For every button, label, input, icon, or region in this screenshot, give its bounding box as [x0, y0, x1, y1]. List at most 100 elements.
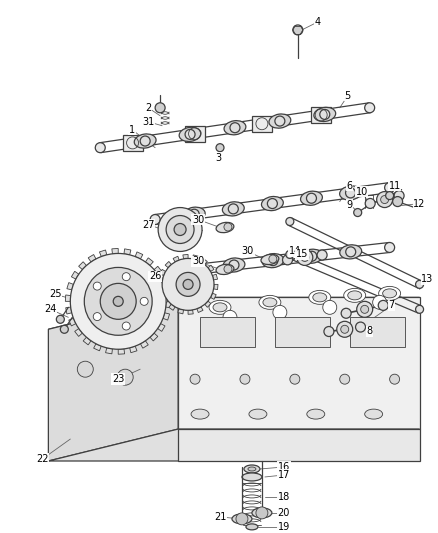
Circle shape: [256, 507, 268, 519]
Circle shape: [113, 296, 123, 306]
Ellipse shape: [224, 120, 246, 135]
Polygon shape: [141, 341, 148, 348]
Text: 27: 27: [142, 220, 155, 230]
Polygon shape: [161, 277, 168, 285]
Text: 17: 17: [278, 470, 290, 480]
Text: 8: 8: [367, 326, 373, 336]
Circle shape: [301, 254, 309, 261]
Polygon shape: [124, 249, 131, 255]
Circle shape: [378, 301, 388, 310]
Ellipse shape: [339, 186, 361, 200]
Text: 31: 31: [142, 117, 154, 127]
Circle shape: [373, 295, 387, 309]
Text: 21: 21: [214, 512, 226, 522]
Circle shape: [290, 374, 300, 384]
Ellipse shape: [223, 258, 245, 272]
Ellipse shape: [379, 286, 401, 301]
Polygon shape: [188, 310, 193, 314]
Circle shape: [337, 321, 353, 337]
Polygon shape: [214, 285, 218, 289]
Polygon shape: [69, 318, 76, 326]
Ellipse shape: [286, 217, 294, 225]
Circle shape: [381, 196, 389, 204]
Polygon shape: [65, 295, 71, 301]
Polygon shape: [184, 126, 205, 142]
Circle shape: [320, 109, 330, 119]
Circle shape: [275, 116, 285, 126]
Ellipse shape: [209, 301, 231, 314]
Circle shape: [357, 301, 373, 317]
Polygon shape: [350, 317, 405, 347]
Text: 13: 13: [421, 274, 434, 285]
Circle shape: [267, 199, 277, 208]
Ellipse shape: [223, 202, 244, 216]
Circle shape: [228, 204, 238, 214]
Text: 1: 1: [129, 125, 135, 135]
Circle shape: [385, 191, 394, 199]
Circle shape: [71, 254, 166, 349]
Polygon shape: [48, 297, 420, 329]
Text: 15: 15: [296, 249, 308, 260]
Circle shape: [365, 198, 375, 208]
Ellipse shape: [416, 280, 424, 288]
Ellipse shape: [246, 524, 258, 530]
Polygon shape: [83, 337, 91, 345]
Circle shape: [394, 191, 404, 201]
Circle shape: [236, 513, 248, 525]
Polygon shape: [311, 107, 331, 123]
Text: 7: 7: [389, 300, 395, 310]
Polygon shape: [200, 317, 255, 347]
Polygon shape: [252, 116, 272, 132]
Ellipse shape: [249, 409, 267, 419]
Circle shape: [216, 144, 224, 152]
Polygon shape: [123, 135, 142, 151]
Circle shape: [341, 325, 349, 333]
Polygon shape: [178, 309, 184, 314]
Polygon shape: [162, 297, 168, 304]
Polygon shape: [135, 252, 143, 259]
Ellipse shape: [416, 305, 424, 313]
Polygon shape: [71, 271, 79, 279]
Ellipse shape: [344, 288, 366, 302]
Text: 18: 18: [278, 492, 290, 502]
Ellipse shape: [313, 293, 327, 302]
Polygon shape: [165, 289, 171, 296]
Ellipse shape: [385, 183, 395, 192]
Polygon shape: [150, 333, 158, 341]
Ellipse shape: [261, 254, 279, 264]
Text: 12: 12: [413, 199, 426, 208]
Circle shape: [158, 207, 202, 252]
Circle shape: [293, 25, 303, 35]
Ellipse shape: [286, 251, 294, 259]
Circle shape: [93, 282, 101, 290]
Circle shape: [189, 209, 199, 219]
Polygon shape: [193, 255, 198, 260]
Ellipse shape: [309, 290, 331, 304]
Circle shape: [392, 197, 403, 207]
Ellipse shape: [365, 409, 383, 419]
Circle shape: [84, 268, 152, 335]
Circle shape: [174, 223, 186, 236]
Polygon shape: [178, 429, 420, 461]
Text: 22: 22: [36, 454, 49, 464]
Polygon shape: [205, 301, 211, 308]
Polygon shape: [145, 258, 153, 265]
Circle shape: [240, 374, 250, 384]
Text: 20: 20: [278, 508, 290, 518]
Circle shape: [224, 223, 232, 231]
Polygon shape: [159, 289, 164, 295]
Polygon shape: [158, 324, 165, 332]
Circle shape: [324, 327, 334, 336]
Polygon shape: [173, 256, 179, 262]
Circle shape: [230, 123, 240, 133]
Circle shape: [297, 249, 313, 265]
Circle shape: [273, 305, 287, 319]
Circle shape: [268, 256, 278, 265]
Circle shape: [190, 374, 200, 384]
Text: 5: 5: [345, 91, 351, 101]
Circle shape: [307, 193, 317, 203]
Polygon shape: [160, 269, 166, 276]
Ellipse shape: [216, 264, 234, 274]
Text: 2: 2: [145, 103, 151, 113]
Polygon shape: [211, 293, 216, 300]
